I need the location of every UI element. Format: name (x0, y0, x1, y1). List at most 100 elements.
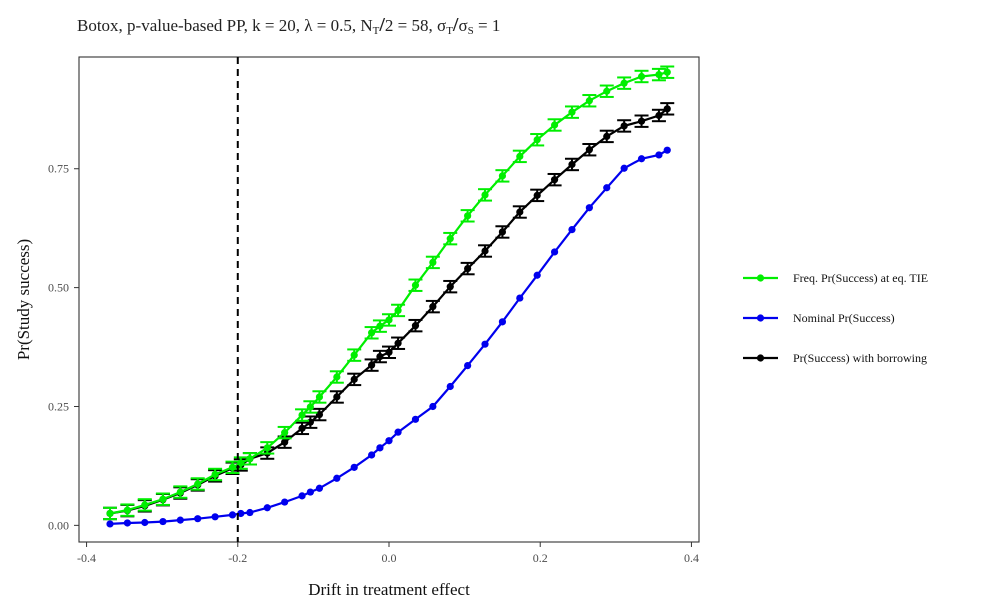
data-point (446, 283, 454, 291)
x-axis-title: Drift in treatment effect (308, 580, 470, 599)
data-point (620, 164, 628, 172)
data-point (211, 513, 219, 521)
data-point (481, 340, 489, 348)
data-point (315, 410, 324, 419)
x-tick-label: 0.4 (684, 551, 699, 565)
data-point (585, 204, 593, 212)
data-point (246, 508, 254, 517)
data-point (568, 108, 576, 116)
data-point (550, 176, 559, 184)
data-point (376, 352, 384, 361)
data-point (306, 403, 314, 411)
data-point (663, 68, 671, 76)
data-point (176, 488, 184, 496)
data-point (194, 515, 202, 523)
data-point (281, 498, 289, 506)
data-point (411, 415, 420, 423)
series-1 (106, 146, 671, 528)
data-point (663, 105, 671, 113)
legend-label: Freq. Pr(Success) at eq. TIE (793, 271, 928, 285)
data-point (533, 271, 541, 279)
data-point (429, 258, 437, 267)
data-point (411, 281, 420, 289)
data-point (350, 375, 358, 383)
data-point (281, 429, 289, 437)
data-point (464, 212, 472, 220)
data-point (194, 480, 202, 488)
data-point (376, 444, 384, 452)
data-point (394, 428, 402, 436)
series-0 (103, 65, 675, 521)
data-point (498, 228, 507, 236)
data-point (237, 509, 245, 518)
legend-item-2: Pr(Success) with borrowing (743, 351, 927, 365)
legend-key-point (756, 314, 765, 322)
x-tick-label: 0.0 (382, 551, 397, 565)
data-point (620, 79, 628, 87)
data-point (637, 117, 646, 125)
data-point (246, 455, 254, 463)
data-point (585, 146, 593, 154)
data-point (159, 495, 167, 503)
data-point (141, 501, 149, 509)
data-point (333, 474, 341, 482)
data-point (176, 516, 184, 524)
data-point (385, 348, 393, 356)
data-point (123, 506, 131, 514)
data-point (568, 160, 576, 169)
legend: Freq. Pr(Success) at eq. TIE Nominal Pr(S… (743, 271, 928, 365)
data-point (429, 402, 437, 411)
data-point (350, 351, 358, 359)
data-point (123, 519, 131, 527)
data-point (516, 208, 524, 216)
data-point (237, 459, 245, 467)
data-point (464, 264, 472, 273)
data-point (298, 492, 306, 500)
data-point (281, 438, 289, 446)
data-point (106, 509, 114, 518)
data-point (263, 504, 271, 512)
legend-item-0: Freq. Pr(Success) at eq. TIE (743, 271, 928, 285)
data-point (516, 294, 524, 302)
data-point (159, 517, 167, 526)
data-point (603, 184, 611, 192)
data-point (568, 226, 576, 234)
data-point (498, 172, 507, 180)
data-point (429, 303, 437, 311)
data-point (298, 424, 306, 432)
data-point (446, 382, 454, 391)
data-point (516, 152, 524, 160)
data-point (333, 393, 341, 401)
data-point (141, 518, 149, 527)
data-point (211, 470, 219, 479)
data-point (315, 393, 324, 401)
y-tick-label: 0.75 (48, 162, 69, 176)
x-tick-label: -0.2 (228, 551, 247, 565)
data-point (446, 235, 454, 243)
x-tick-label: -0.4 (77, 551, 96, 565)
data-point (498, 318, 507, 326)
data-point (385, 316, 393, 324)
data-point (411, 322, 420, 330)
data-point (394, 306, 402, 315)
data-point (368, 451, 376, 459)
data-point (655, 151, 663, 159)
data-point (637, 72, 646, 81)
data-point (663, 146, 671, 154)
data-point (350, 463, 358, 471)
data-point (655, 70, 663, 79)
data-point (306, 488, 314, 496)
data-point (385, 437, 393, 445)
data-point (228, 463, 237, 471)
data-point (603, 132, 611, 141)
y-axis: 0.00 0.25 0.50 0.75 (48, 162, 79, 532)
data-point (376, 322, 384, 330)
plot-area (78, 56, 700, 543)
data-point (481, 247, 489, 255)
legend-key-point (756, 274, 765, 282)
data-point (603, 87, 611, 95)
x-tick-label: 0.2 (533, 551, 548, 565)
legend-label: Nominal Pr(Success) (793, 311, 895, 325)
x-axis: -0.4 -0.2 0.0 0.2 0.4 (77, 542, 699, 565)
